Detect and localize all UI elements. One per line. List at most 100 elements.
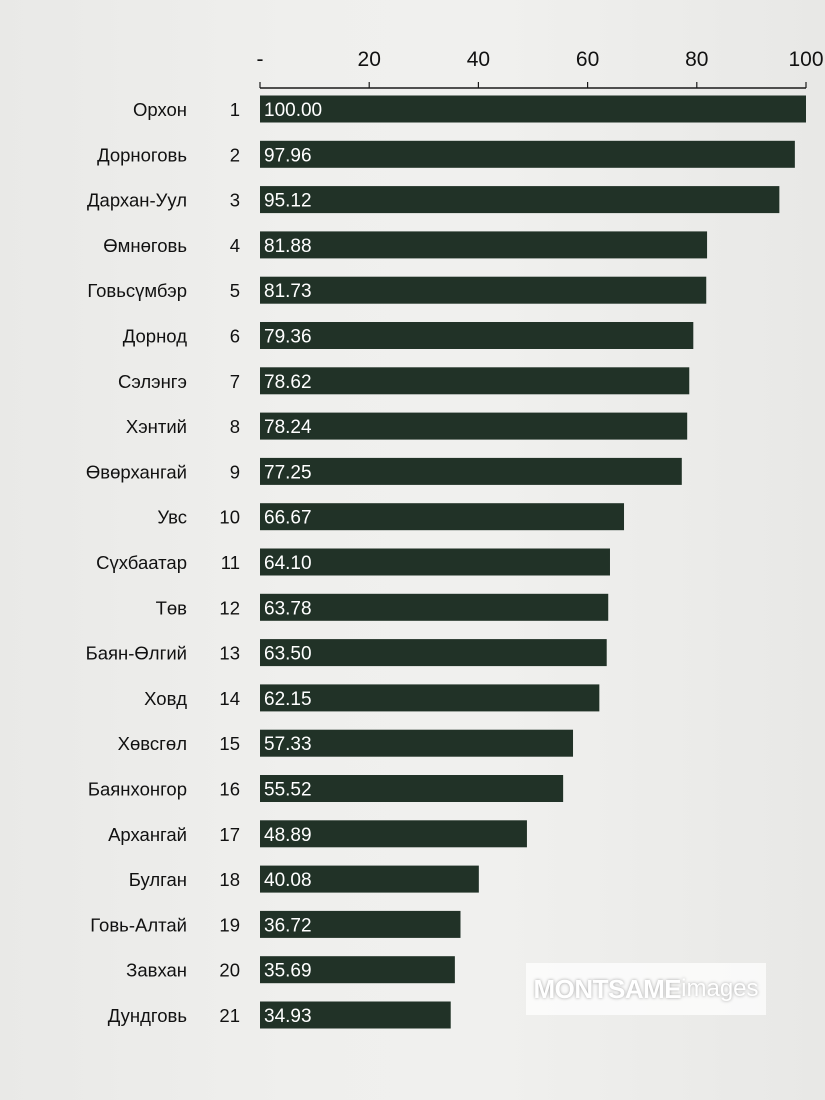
bar-row: Баян-Өлгий 13 63.50 [86, 639, 607, 667]
bar-value-label: 64.10 [264, 553, 312, 574]
region-label: Хэнтий [126, 416, 187, 437]
region-label: Булган [129, 869, 187, 890]
region-label: Архангай [108, 824, 187, 845]
bar-value-label: 34.93 [264, 1006, 312, 1027]
bar [260, 775, 564, 802]
region-label: Баян-Өлгий [86, 643, 187, 664]
bar-row: Увс 10 66.67 [157, 503, 625, 531]
bar [260, 1001, 451, 1029]
bar-row: Сүхбаатар 11 64.10 [96, 548, 610, 576]
watermark-bold-text: MONTSAME [533, 973, 682, 1004]
bar [260, 322, 694, 349]
bar-value-label: 36.72 [264, 915, 312, 936]
bar-row: Орхон 1 100.00 [133, 95, 806, 123]
watermark-light-text: images [681, 975, 759, 1002]
bar-row: Булган 18 40.08 [129, 865, 479, 893]
region-label: Дорнод [123, 326, 187, 347]
rank-label: 11 [221, 552, 240, 573]
region-label: Говь-Алтай [90, 914, 187, 935]
bar-row: Хөвсгөл 15 57.33 [118, 729, 574, 757]
region-label: Өмнөговь [103, 235, 187, 256]
bar-value-label: 97.96 [264, 145, 312, 166]
bar-value-label: 55.52 [264, 780, 312, 801]
x-tick-label: 40 [467, 48, 490, 71]
region-label: Увс [157, 507, 187, 528]
x-tick-label: 20 [358, 48, 381, 71]
bar-value-label: 81.73 [264, 281, 312, 302]
region-label: Хөвсгөл [118, 733, 187, 754]
bar-value-label: 62.15 [264, 689, 312, 710]
bar [260, 276, 707, 304]
rank-label: 2 [230, 144, 240, 165]
bar-value-label: 66.67 [264, 508, 312, 529]
bar [260, 910, 461, 938]
rank-label: 19 [219, 914, 240, 935]
bar [260, 865, 479, 893]
bar-value-label: 100.00 [264, 100, 322, 121]
region-label: Орхон [133, 99, 187, 120]
bar [260, 140, 795, 168]
bar [260, 457, 682, 485]
region-label: Баянхонгор [88, 779, 187, 800]
bar-value-label: 95.12 [264, 191, 312, 212]
rank-label: 12 [219, 597, 240, 618]
bar-value-label: 57.33 [264, 734, 312, 755]
bar [260, 367, 690, 395]
bar [260, 548, 610, 576]
bar-row: Сэлэнгэ 7 78.62 [118, 367, 690, 395]
bar-row: Архангай 17 48.89 [108, 820, 527, 848]
bar-value-label: 63.50 [264, 644, 312, 665]
bar-value-label: 77.25 [264, 462, 312, 483]
rank-label: 21 [219, 1005, 240, 1026]
rank-label: 4 [230, 235, 240, 256]
rank-label: 16 [219, 779, 240, 800]
region-label: Дархан-Уул [87, 190, 187, 211]
bar-row: Төв 12 63.78 [156, 593, 609, 621]
rank-label: 20 [219, 960, 240, 981]
bar [260, 684, 600, 712]
rank-label: 18 [219, 869, 240, 890]
bar-row: Өмнөговь 4 81.88 [103, 231, 708, 259]
rank-label: 9 [230, 461, 240, 482]
region-label: Төв [156, 597, 188, 618]
bar [260, 503, 625, 531]
rank-label: 14 [219, 688, 240, 709]
x-tick-label: - [257, 48, 264, 71]
x-tick-label: 100 [788, 48, 823, 71]
bar-row: Говь-Алтай 19 36.72 [90, 910, 461, 938]
bar-value-label: 78.24 [264, 417, 312, 438]
rank-label: 8 [230, 416, 240, 437]
rank-label: 15 [219, 733, 240, 754]
bar-row: Өвөрхангай 9 77.25 [86, 457, 682, 485]
x-tick-label: 60 [576, 48, 599, 71]
bar [260, 186, 780, 214]
bar-value-label: 79.36 [264, 327, 312, 348]
region-label: Ховд [144, 688, 187, 709]
rank-label: 1 [230, 99, 240, 120]
rank-label: 3 [230, 190, 240, 211]
bar-row: Хэнтий 8 78.24 [126, 412, 688, 440]
x-tick-label: 80 [685, 48, 708, 71]
bar-row: Говьсүмбэр 5 81.73 [87, 276, 707, 304]
bar-row: Дорнод 6 79.36 [123, 322, 694, 349]
bar-value-label: 48.89 [264, 825, 312, 846]
bar-row: Дорноговь 2 97.96 [97, 140, 795, 168]
bar [260, 231, 708, 259]
bar [260, 95, 806, 123]
bar-value-label: 63.78 [264, 598, 312, 619]
region-label: Завхан [126, 960, 187, 981]
bar-row: Дундговь 21 34.93 [108, 1001, 451, 1029]
bar-row: Ховд 14 62.15 [144, 684, 600, 712]
rank-label: 6 [230, 326, 240, 347]
x-axis: - 20 40 60 80 100 [257, 48, 824, 89]
region-label: Говьсүмбэр [87, 280, 187, 301]
rank-label: 10 [219, 507, 240, 528]
rank-label: 13 [219, 643, 240, 664]
bar-value-label: 78.62 [264, 372, 312, 393]
bar-row: Завхан 20 35.69 [126, 956, 455, 984]
bar-row: Баянхонгор 16 55.52 [88, 775, 564, 802]
region-label: Дорноговь [97, 144, 187, 165]
bar [260, 639, 607, 667]
